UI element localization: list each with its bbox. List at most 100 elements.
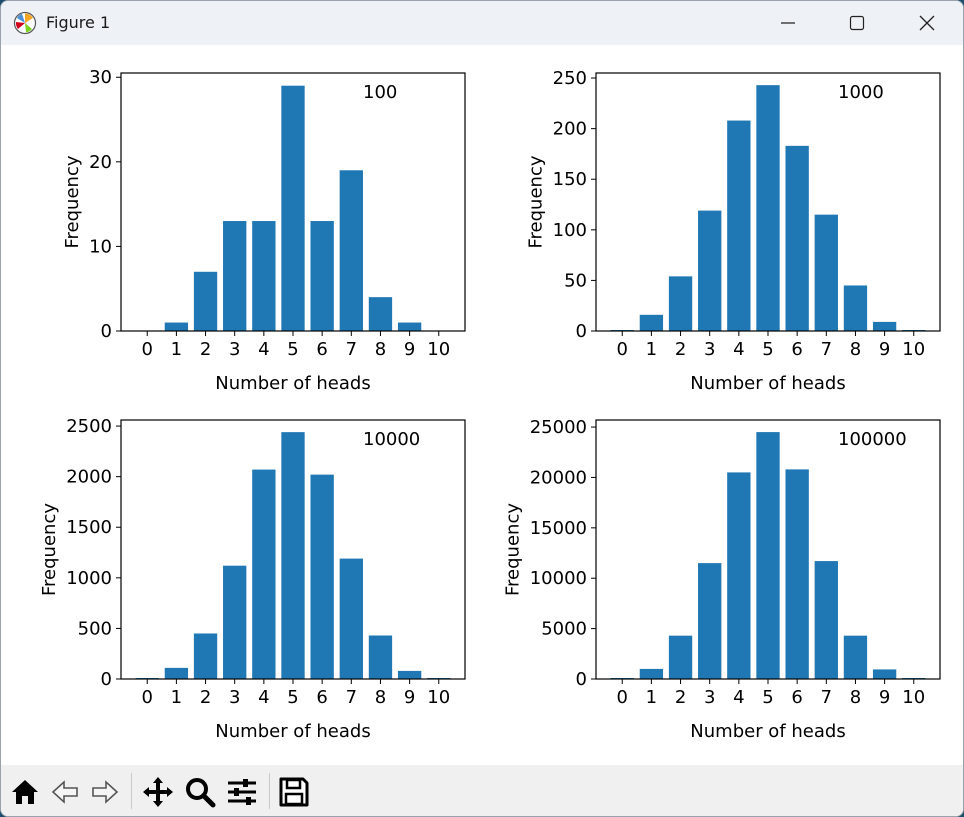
y-axis-label: Frequency: [503, 503, 524, 596]
title-bar[interactable]: Figure 1: [1, 1, 963, 45]
bar-1: [639, 314, 664, 331]
x-tick-label: 10: [902, 339, 925, 360]
forward-button[interactable]: [88, 775, 122, 809]
y-tick-label: 0: [576, 321, 587, 342]
x-tick-label: 8: [850, 687, 861, 708]
pan-button[interactable]: [141, 775, 175, 809]
bar-6: [310, 474, 334, 679]
y-tick-label: 1000: [66, 568, 112, 589]
close-button[interactable]: [892, 1, 962, 45]
bar-3: [223, 565, 247, 679]
x-tick-label: 5: [762, 687, 773, 708]
bar-3: [698, 210, 722, 331]
y-axis-label: Frequency: [39, 503, 60, 596]
bar-6: [310, 221, 334, 331]
sample-size-annotation: 1000: [838, 82, 884, 103]
x-tick-label: 1: [646, 339, 657, 360]
x-tick-label: 10: [902, 687, 925, 708]
zoom-button[interactable]: [183, 775, 217, 809]
minimize-button[interactable]: [753, 1, 823, 45]
bar-7: [339, 170, 363, 331]
back-arrow-icon: [51, 780, 78, 804]
x-tick-label: 8: [375, 339, 386, 360]
window-title: Figure 1: [46, 13, 111, 32]
y-tick-label: 15000: [530, 518, 587, 539]
bar-2: [668, 276, 693, 331]
x-tick-label: 5: [287, 687, 298, 708]
bar-8: [843, 635, 868, 679]
toolbar-separator: [131, 773, 132, 809]
sample-size-annotation: 100: [363, 82, 397, 103]
y-tick-label: 0: [576, 669, 587, 690]
y-tick-label: 0: [101, 321, 112, 342]
x-tick-label: 0: [617, 687, 628, 708]
x-tick-label: 9: [879, 339, 890, 360]
x-tick-label: 7: [821, 687, 832, 708]
x-tick-label: 4: [258, 687, 269, 708]
y-tick-label: 5000: [541, 619, 587, 640]
y-axis-label: Frequency: [62, 155, 83, 248]
bar-1: [164, 322, 189, 331]
x-tick-label: 6: [316, 687, 327, 708]
x-tick-label: 6: [791, 339, 802, 360]
x-tick-label: 2: [200, 687, 211, 708]
x-tick-label: 6: [316, 339, 327, 360]
bar-1: [639, 668, 664, 679]
back-button[interactable]: [48, 775, 82, 809]
x-tick-label: 8: [850, 339, 861, 360]
x-tick-label: 2: [675, 687, 686, 708]
y-tick-label: 50: [564, 270, 587, 291]
bar-4: [252, 469, 276, 679]
x-axis-label: Number of heads: [215, 373, 370, 394]
x-tick-label: 10: [427, 687, 450, 708]
x-tick-label: 0: [142, 339, 153, 360]
bar-4: [727, 120, 751, 331]
save-button[interactable]: [277, 775, 311, 809]
zoom-magnifier-icon: [186, 778, 216, 808]
minimize-icon: [781, 22, 795, 24]
x-tick-label: 2: [200, 339, 211, 360]
pan-move-icon: [143, 777, 173, 807]
x-tick-label: 4: [258, 339, 269, 360]
figure-canvas[interactable]: 0 1 2 3 4 5 6 7 8 9 10 0 10 20 30 Number of heads Freque…: [1, 45, 963, 765]
x-tick-label: 3: [704, 339, 715, 360]
bar-1: [164, 667, 189, 679]
y-tick-label: 30: [89, 67, 112, 88]
x-tick-label: 10: [427, 339, 450, 360]
bar-2: [668, 635, 693, 679]
bar-7: [339, 558, 363, 679]
bar-7: [814, 561, 838, 679]
x-axis-label: Number of heads: [215, 721, 370, 742]
x-tick-label: 2: [675, 339, 686, 360]
x-tick-label: 1: [646, 687, 657, 708]
bar-8: [368, 297, 393, 331]
x-tick-label: 0: [617, 339, 628, 360]
toolbar-separator: [269, 773, 270, 809]
bar-8: [368, 635, 393, 679]
x-tick-label: 1: [171, 339, 182, 360]
x-tick-label: 5: [762, 339, 773, 360]
maximize-button[interactable]: [822, 1, 892, 45]
y-tick-label: 20000: [530, 467, 587, 488]
y-tick-label: 200: [553, 119, 587, 140]
y-tick-label: 10000: [530, 568, 587, 589]
bar-9: [397, 670, 422, 679]
bar-6: [785, 145, 809, 331]
configure-subplots-button[interactable]: [225, 775, 259, 809]
maximize-icon: [849, 15, 865, 31]
home-button[interactable]: [8, 775, 42, 809]
y-tick-label: 100: [553, 220, 587, 241]
bar-2: [193, 271, 218, 331]
y-tick-label: 250: [553, 68, 587, 89]
matplotlib-app-icon: [13, 11, 37, 35]
save-floppy-icon: [279, 777, 309, 807]
sample-size-annotation: 10000: [363, 429, 420, 450]
x-tick-label: 4: [733, 339, 744, 360]
bar-3: [223, 221, 247, 331]
sample-size-annotation: 100000: [838, 429, 907, 450]
y-tick-label: 2500: [66, 416, 112, 437]
y-tick-label: 150: [553, 169, 587, 190]
x-tick-label: 0: [142, 687, 153, 708]
